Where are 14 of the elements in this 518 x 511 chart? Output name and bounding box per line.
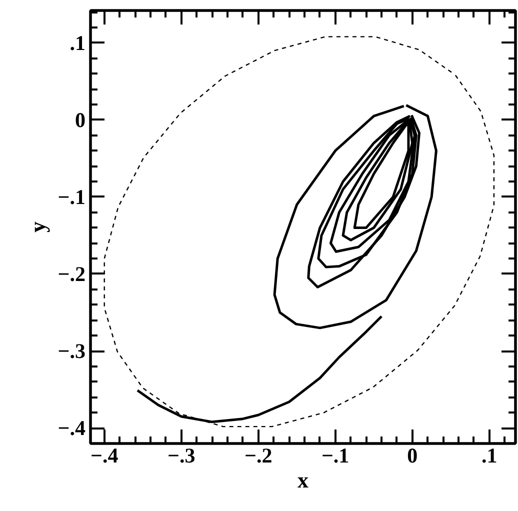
x-tick-label: −.2 xyxy=(244,444,272,468)
y-axis-title: y xyxy=(24,222,50,232)
x-axis-title: x xyxy=(298,468,308,492)
x-tick-label: .1 xyxy=(481,444,498,468)
y-tick-label: .1 xyxy=(70,30,86,55)
x-tick-label: −.4 xyxy=(90,444,119,468)
y-tick-label: 0 xyxy=(75,108,86,132)
x-tick-label: 0 xyxy=(407,444,418,468)
y-tick-label: −.3 xyxy=(58,339,86,364)
y-tick-label: −.2 xyxy=(58,262,86,286)
x-tick-label: −.1 xyxy=(321,444,350,468)
y-tick-label: −.4 xyxy=(58,416,86,440)
y-tick-label: −.1 xyxy=(58,184,86,209)
x-tick-label: −.3 xyxy=(167,444,196,468)
